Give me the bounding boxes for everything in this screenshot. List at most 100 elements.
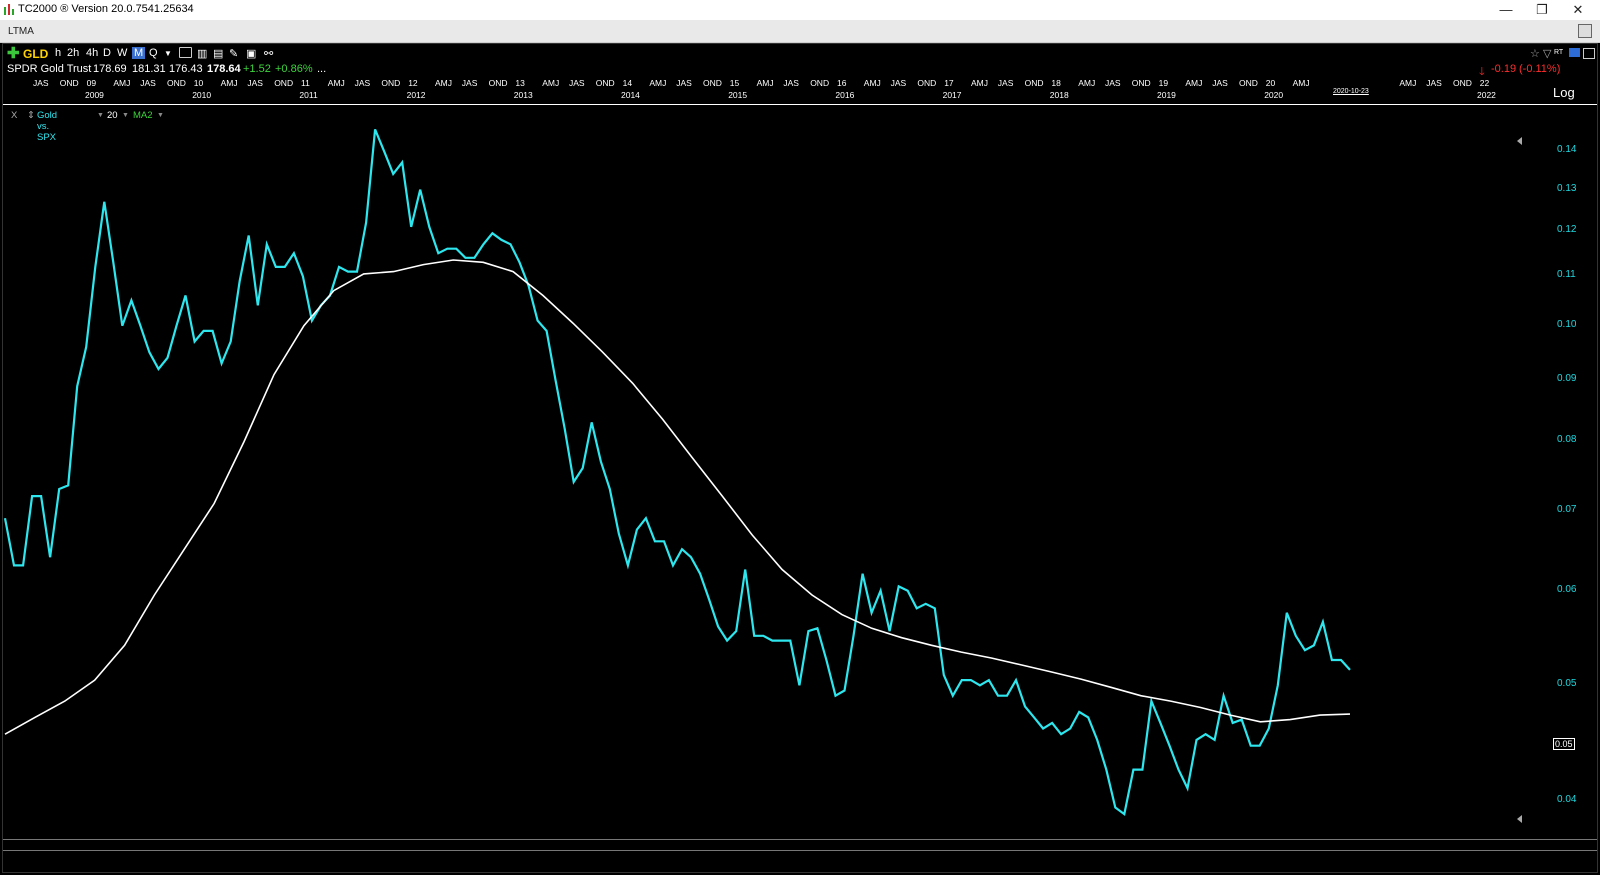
time-tick-label: AMJ [971,78,988,88]
year-tick-label: 2019 [1157,90,1176,100]
filter-icon[interactable]: ▽ [1543,48,1552,60]
symbol-input[interactable]: GLD [23,47,49,61]
y-tick-label: 0.11 [1557,269,1576,281]
close-button[interactable]: ✕ [1572,2,1584,17]
price-chart[interactable] [3,44,1597,872]
timeframe-w[interactable]: W [117,47,128,59]
time-tick-label: JAS [1426,78,1442,88]
time-tick-label: JAS [140,78,156,88]
time-tick-label: OND [167,78,186,88]
time-tick-label: OND [1131,78,1151,88]
y-tick-label: 0.04 [1557,794,1577,805]
add-plus-icon[interactable]: ✚ [7,45,20,62]
timeframe-h[interactable]: h [55,47,62,59]
time-tick-label: 16 [837,78,847,88]
time-tick-label: JAS [1105,78,1121,88]
time-tick-label: OND [274,78,294,88]
minimize-button[interactable]: — [1499,2,1513,17]
time-tick-label: JAS [890,78,907,88]
cursor-date: 2020-10-23 [1333,88,1369,95]
share-icon[interactable]: ⚯ [264,48,274,60]
time-tick-label: AMJ [435,78,452,88]
time-tick-label: AMJ [649,78,667,88]
year-tick-label: 2017 [942,90,962,100]
gold-vs-spx-line [3,128,1351,817]
after-change-pct: (-0.11%) [1519,63,1561,75]
ma-period[interactable]: 20 [107,110,118,121]
time-tick-label: 20 [1265,78,1276,88]
layout-icon[interactable]: ▤ [213,48,224,60]
time-tick-label: JAS [33,78,49,88]
pencil-icon[interactable]: ✎ [229,48,239,60]
time-tick-label: OND [917,78,937,88]
year-tick-label: 2015 [728,90,748,100]
ma-dropdown-icon[interactable]: ▼ [157,112,164,119]
quote-change-pct: +0.86% [275,63,313,75]
year-tick-label: 2018 [1049,90,1069,100]
time-tick-label: JAS [461,78,478,88]
time-tick-label: AMJ [220,78,238,88]
time-tick-label: OND [1024,78,1044,88]
y-tick-label: 0.14 [1557,144,1577,156]
time-tick-label: OND [1239,78,1258,88]
more-ellipsis[interactable]: ... [317,63,327,75]
time-tick-label: OND [1453,78,1472,88]
ma-label[interactable]: MA2 [133,110,153,121]
drag-handle-icon[interactable]: ⇕ [27,110,35,121]
timeframe-m[interactable]: M [132,47,146,59]
timeframe-4h[interactable]: 4h [86,47,99,59]
timeframe-d[interactable]: D [103,47,111,59]
current-value-label: 0.05 [1553,738,1575,750]
layout-tab-bar: LTMA [0,20,1600,43]
bars-icon[interactable]: ▥ [197,48,208,60]
quote-low: 176.43 [169,63,203,75]
chart-bottom-divider [3,839,1597,851]
after-change: -0.19 [1491,63,1517,75]
time-tick-label: AMJ [1185,78,1203,88]
time-tick-label: 18 [1051,78,1061,88]
time-tick-label: AMJ [327,78,345,88]
year-tick-label: 2010 [192,90,212,100]
time-tick-label: 11 [301,78,310,88]
y-tick-label: 0.08 [1557,434,1577,446]
time-tick-label: JAS [569,78,585,88]
timeframe-2h[interactable]: 2h [67,47,80,59]
save-icon[interactable] [1583,48,1595,59]
timeframe-q[interactable]: Q [149,47,158,59]
time-tick-label: AMJ [863,78,881,88]
ma2-line [4,259,1351,735]
star-icon[interactable]: ☆ [1530,48,1540,60]
period-dropdown-icon[interactable]: ▼ [122,112,129,119]
indicator-name[interactable]: Gold vs. SPX [37,110,58,143]
realtime-badge[interactable]: RT [1554,49,1564,56]
time-tick-label: 13 [515,78,525,88]
time-tick-label: OND [381,78,401,88]
down-arrow-icon: 🡓 [1479,66,1485,78]
time-tick-label: 10 [193,78,204,88]
time-tick-label: AMJ [1399,78,1417,88]
title-bar: TC2000 ® Version 20.0.7541.25634 — ❐ ✕ [0,0,1600,20]
restore-window-icon[interactable] [1578,24,1592,38]
indicator-dropdown-icon[interactable]: ▼ [97,112,104,119]
time-tick-label: 15 [729,78,740,88]
chart-type-icon[interactable] [179,47,192,58]
layout-tab[interactable]: LTMA [8,26,34,37]
y-tick-label: 0.09 [1557,373,1577,385]
time-tick-label: AMJ [756,78,774,88]
time-tick-label: JAS [354,78,371,88]
log-scale-toggle[interactable]: Log [1553,85,1575,100]
security-name: SPDR Gold Trust [7,63,92,75]
year-tick-label: 2020 [1264,90,1284,100]
restore-button[interactable]: ❐ [1536,2,1548,17]
time-tick-label: 22 [1479,78,1490,88]
timeframe-dropdown-icon[interactable]: ▼ [164,49,172,58]
print-icon[interactable]: ▣ [246,48,257,60]
time-tick-label: 12 [408,78,418,88]
link-icon[interactable] [1569,48,1580,57]
scroll-bottom-arrow-icon[interactable] [1517,815,1522,823]
close-indicator-button[interactable]: X [11,110,18,121]
scroll-top-arrow-icon[interactable] [1517,137,1522,145]
year-tick-label: 2014 [621,90,640,100]
quote-change: +1.52 [243,63,271,75]
time-tick-label: JAS [997,78,1014,88]
